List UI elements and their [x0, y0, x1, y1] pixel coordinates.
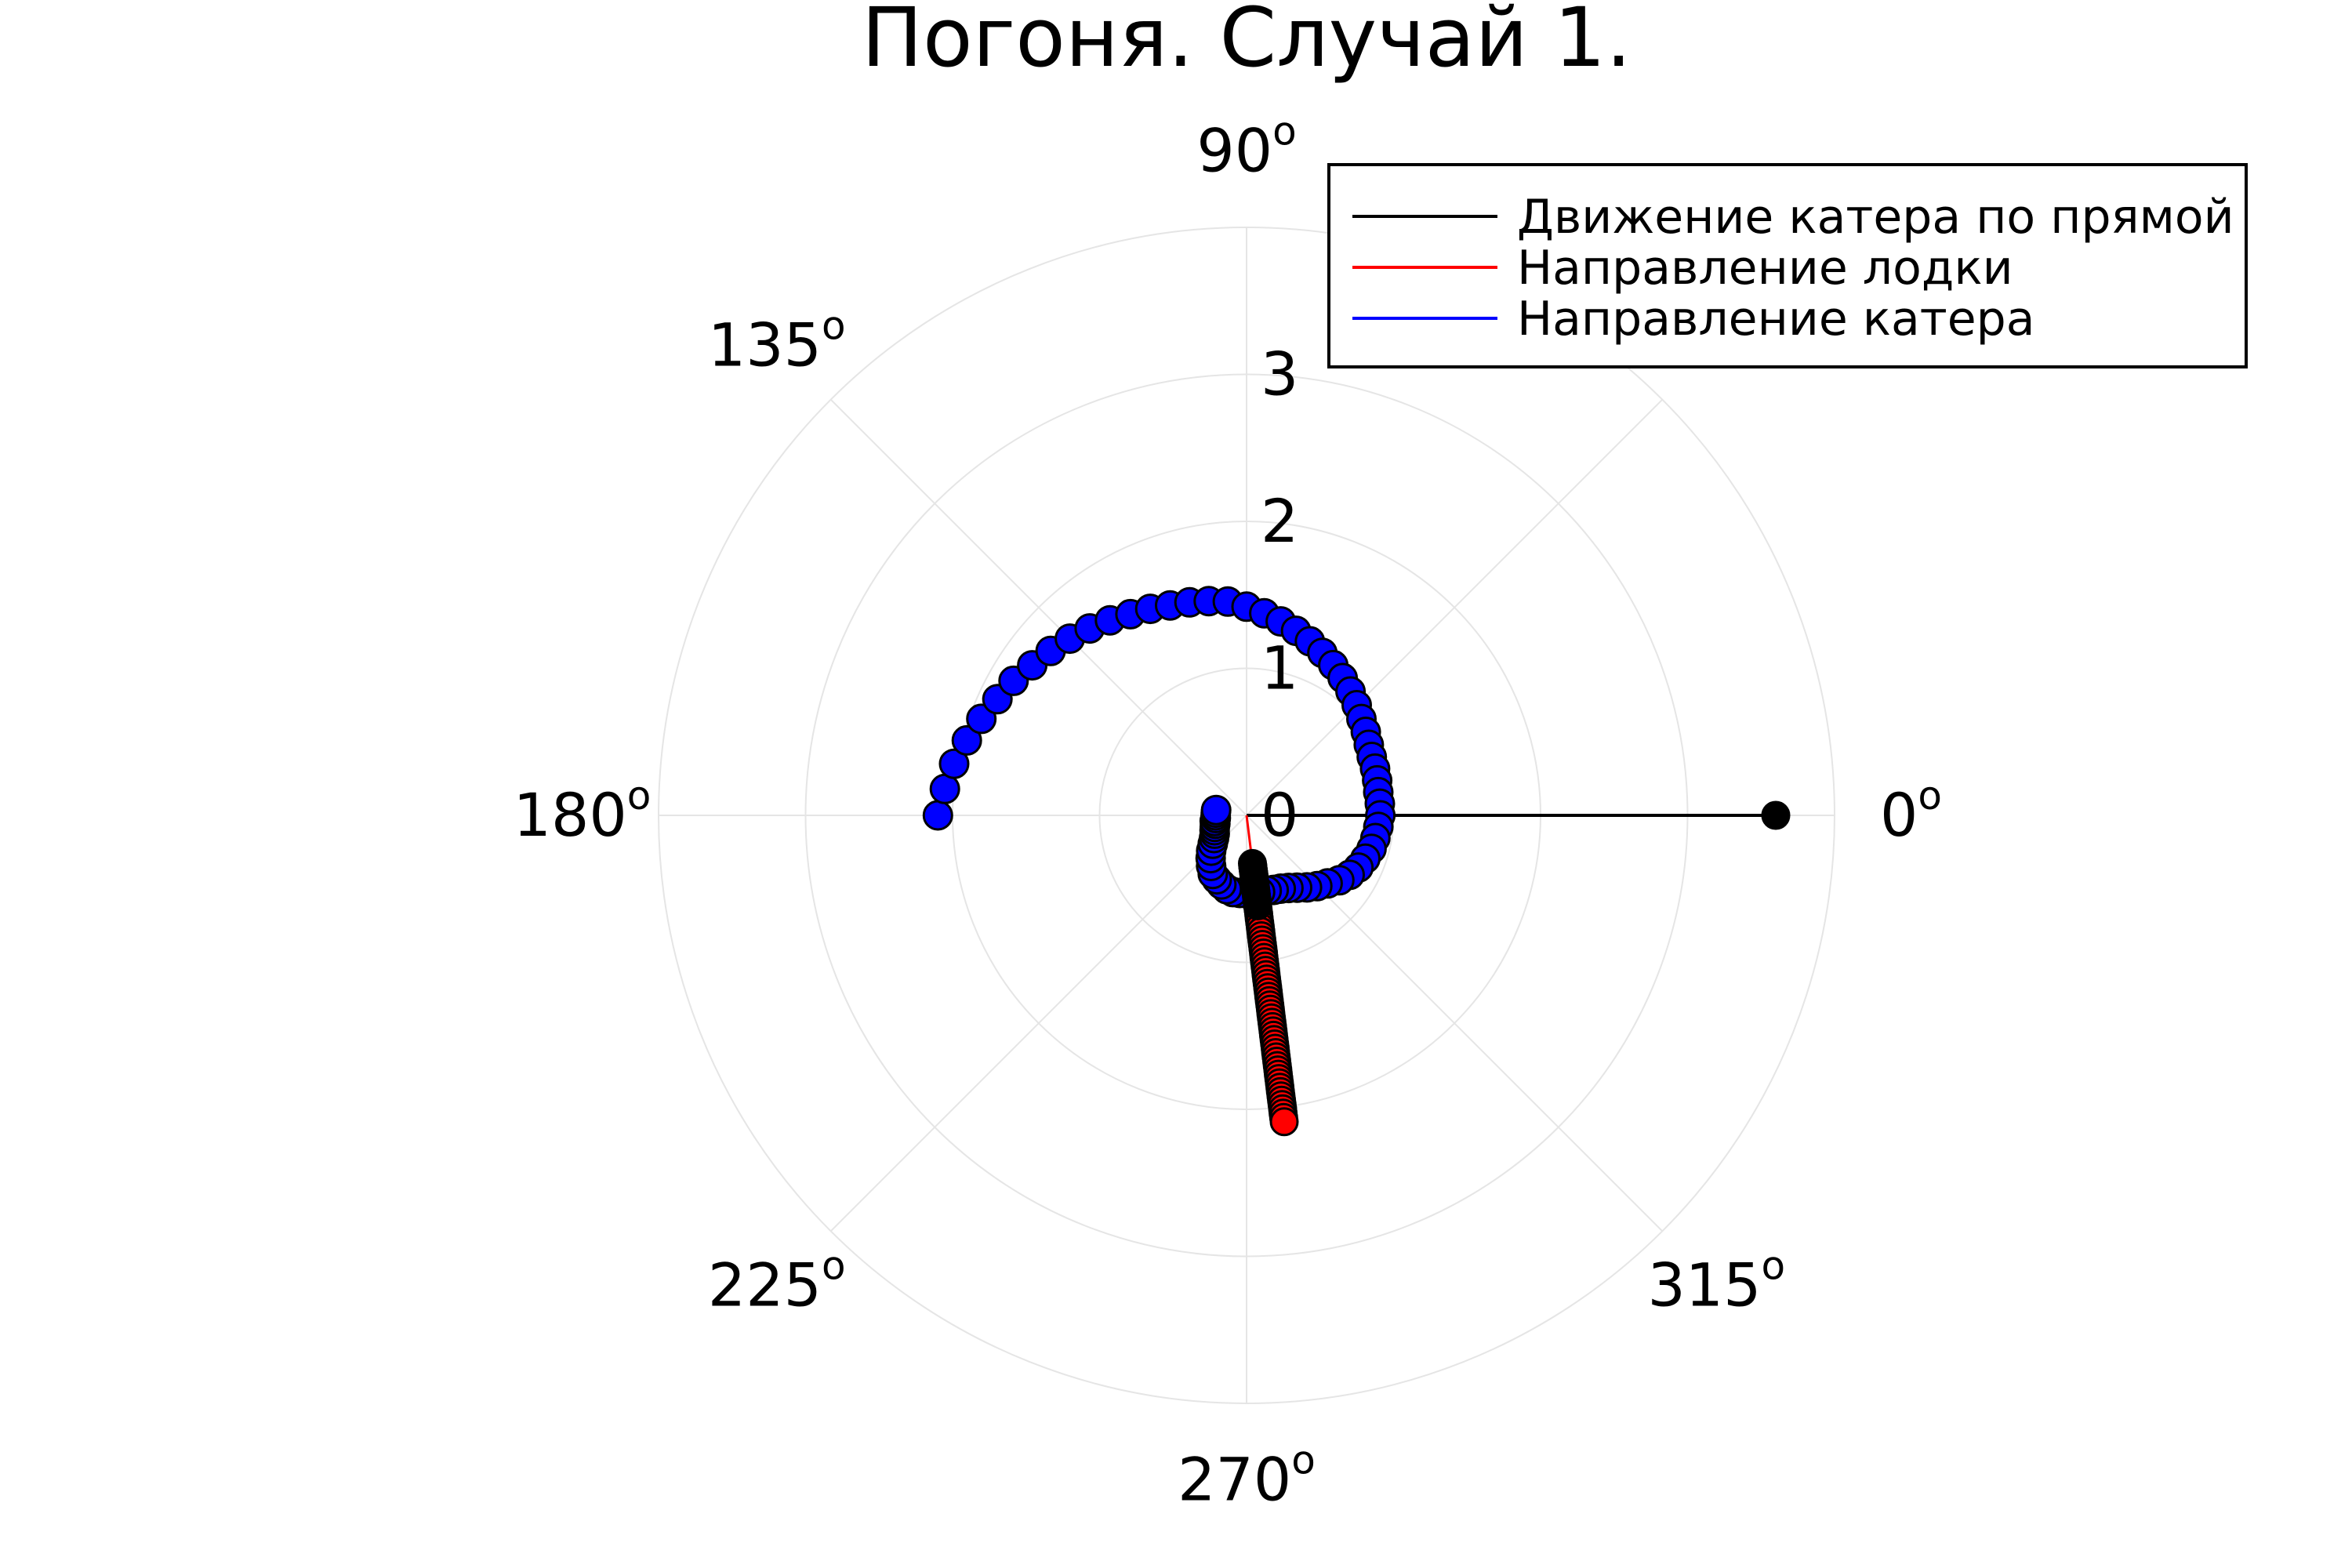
grid-spoke-225: [829, 815, 1247, 1232]
angle-tick-label-225: 225o: [708, 1243, 846, 1319]
legend-label-2: Направление катера: [1517, 292, 2035, 347]
radial-tick-label-2: 2: [1261, 486, 1298, 556]
point-craft-direction: [1269, 1107, 1299, 1137]
data-series: [922, 586, 1791, 1137]
angle-tick-label-315: 315o: [1647, 1243, 1785, 1319]
angle-tick-label-180: 180o: [514, 773, 652, 850]
point-boat-course: [929, 773, 960, 804]
angle-tick-label-135: 135o: [708, 303, 846, 380]
point-boat-course: [922, 800, 953, 831]
point-boat-course: [1200, 794, 1232, 826]
angle-tick-label-270: 270o: [1178, 1438, 1316, 1515]
radial-tick-label-0: 0: [1261, 780, 1298, 850]
point-intercept: [1243, 891, 1272, 920]
angle-tick-label-0: 0o: [1880, 773, 1942, 850]
angle-tick-label-90: 90o: [1196, 109, 1296, 186]
point-boat-course: [938, 748, 970, 779]
chart-title: Погоня. Случай 1.: [862, 0, 1632, 85]
legend-label-0: Движение катера по прямой: [1517, 190, 2234, 245]
point-boat-course: [966, 703, 997, 735]
radial-tick-labels: 0 1 2 3: [1261, 339, 1298, 851]
grid-spoke-45: [1246, 398, 1664, 816]
point-boat-course: [951, 724, 982, 756]
radial-tick-label-1: 1: [1261, 633, 1298, 703]
point-straight-course-end: [1761, 800, 1791, 830]
radial-tick-label-3: 3: [1261, 339, 1298, 409]
grid-spoke-135: [829, 398, 1247, 816]
legend-label-1: Направление лодки: [1517, 241, 2013, 296]
